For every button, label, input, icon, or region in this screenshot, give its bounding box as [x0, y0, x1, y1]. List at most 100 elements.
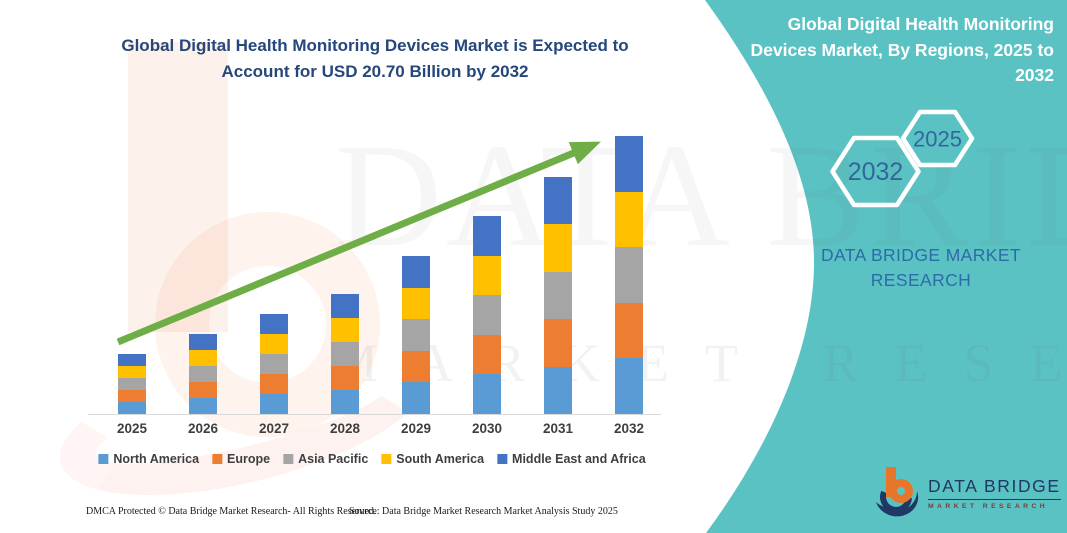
legend-item-south-america: South America: [381, 452, 484, 466]
legend-label: South America: [396, 452, 485, 466]
bar-segment-north-america: [544, 366, 572, 414]
hexagon-2032-label: 2032: [848, 158, 904, 186]
brand-text-line1: DATA BRIDGE MARKET: [820, 245, 1022, 265]
x-axis-label-2029: 2029: [400, 421, 432, 436]
x-axis-label-2027: 2027: [258, 421, 290, 436]
company-logo-text: DATA BRIDGE MARKET RESEARCH: [928, 476, 1061, 510]
brand-text-line2: RESEARCH: [870, 270, 972, 291]
bar-segment-south-america: [544, 224, 572, 272]
bar-segment-north-america: [402, 382, 430, 414]
bar-2028: [331, 294, 359, 414]
brand-text: DATA BRIDGE MARKET RESEARCH: [790, 243, 1052, 294]
right-panel-title-line2: Devices Market, By Regions, 2025 to: [750, 39, 1054, 60]
legend-label: Asia Pacific: [298, 452, 369, 466]
bar-segment-europe: [331, 366, 359, 390]
bar-segment-south-america: [615, 191, 643, 248]
bar-segment-asia-pacific: [118, 378, 146, 390]
x-axis-label-2026: 2026: [187, 421, 219, 436]
legend-item-north-america: North America: [98, 452, 199, 466]
right-panel-title: Global Digital Health Monitoring Devices…: [720, 12, 1054, 89]
page-title: Global Digital Health Monitoring Devices…: [90, 33, 660, 86]
bar-segment-south-america: [402, 287, 430, 320]
bar-segment-south-america: [331, 318, 359, 342]
hexagon-2032-outline: [830, 135, 921, 208]
bar-2025: [118, 354, 146, 414]
bar-segment-north-america: [331, 390, 359, 414]
bar-2030: [473, 216, 501, 414]
company-logo-icon: [876, 467, 919, 517]
legend-item-europe: Europe: [212, 452, 270, 466]
company-logo-name: DATA BRIDGE: [928, 476, 1061, 501]
bar-segment-middle-east-and-africa: [189, 334, 217, 350]
legend-swatch: [381, 454, 392, 464]
bar-segment-north-america: [473, 374, 501, 414]
bar-segment-asia-pacific: [402, 319, 430, 351]
bar-segment-asia-pacific: [544, 271, 572, 319]
bar-segment-middle-east-and-africa: [331, 294, 359, 318]
x-axis-label-2032: 2032: [613, 421, 645, 436]
bar-segment-europe: [473, 334, 501, 375]
right-panel-title-line3: 2032: [1015, 65, 1054, 86]
bar-segment-south-america: [260, 334, 288, 354]
bar-2031: [544, 176, 572, 414]
legend-label: North America: [113, 452, 200, 466]
bar-segment-south-america: [189, 350, 217, 366]
legend-swatch: [212, 454, 223, 464]
bar-segment-middle-east-and-africa: [615, 136, 643, 192]
legend-swatch: [98, 454, 109, 464]
hexagon-2025-outline: [900, 109, 975, 168]
bar-2027: [260, 314, 288, 414]
bar-segment-middle-east-and-africa: [473, 216, 501, 256]
legend-item-asia-pacific: Asia Pacific: [283, 452, 368, 466]
bar-segment-asia-pacific: [189, 366, 217, 382]
bar-segment-europe: [544, 319, 572, 367]
bar-segment-europe: [402, 350, 430, 383]
bar-segment-south-america: [118, 366, 146, 378]
bar-segment-north-america: [189, 398, 217, 414]
bar-segment-middle-east-and-africa: [544, 176, 572, 224]
bar-2032: [615, 136, 643, 414]
bar-segment-middle-east-and-africa: [260, 314, 288, 334]
bar-segment-europe: [189, 382, 217, 398]
logo-navy-ring: [880, 490, 912, 513]
company-logo-tagline: MARKET RESEARCH: [928, 502, 1049, 510]
hexagon-badges: 2032 2025: [830, 109, 975, 208]
bar-segment-asia-pacific: [331, 342, 359, 366]
legend-swatch: [497, 454, 508, 464]
x-axis-label-2031: 2031: [542, 421, 574, 436]
x-axis-label-2025: 2025: [116, 421, 148, 436]
bar-segment-asia-pacific: [260, 354, 288, 374]
bar-segment-middle-east-and-africa: [118, 354, 146, 366]
logo-orange-stem: [886, 467, 896, 497]
bar-segment-north-america: [615, 358, 643, 414]
page-title-line1: Global Digital Health Monitoring Devices…: [121, 36, 629, 55]
legend-swatch: [283, 454, 294, 464]
x-axis-label-2030: 2030: [471, 421, 503, 436]
bar-2029: [402, 256, 430, 414]
bar-segment-europe: [260, 374, 288, 394]
teal-panel-shape: [705, 0, 1067, 533]
legend-label: Europe: [227, 452, 271, 466]
x-axis-label-2028: 2028: [329, 421, 361, 436]
chart-legend: North America Europe Asia Pacific South Ame…: [98, 452, 646, 466]
hexagon-2025-label: 2025: [913, 127, 962, 152]
bar-segment-north-america: [118, 402, 146, 414]
legend-item-middle-east-and-africa: Middle East and Africa: [497, 452, 646, 466]
bar-segment-asia-pacific: [473, 295, 501, 335]
bar-segment-middle-east-and-africa: [402, 256, 430, 288]
footer-copyright: DMCA Protected © Data Bridge Market Rese…: [86, 506, 377, 517]
bar-segment-south-america: [473, 255, 501, 296]
page-title-line2: Account for USD 20.70 Billion by 2032: [221, 62, 529, 82]
bar-segment-asia-pacific: [615, 247, 643, 303]
bar-segment-north-america: [260, 394, 288, 414]
legend-label: Middle East and Africa: [512, 452, 646, 466]
x-axis-line: [88, 414, 661, 415]
right-panel-title-line1: Global Digital Health Monitoring: [787, 14, 1054, 34]
footer-source: Source: Data Bridge Market Research Mark…: [349, 506, 618, 517]
bar-segment-europe: [118, 390, 146, 402]
bar-segment-europe: [615, 302, 643, 359]
bar-2026: [189, 334, 217, 414]
company-logo: DATA BRIDGE MARKET RESEARCH: [872, 466, 1061, 520]
